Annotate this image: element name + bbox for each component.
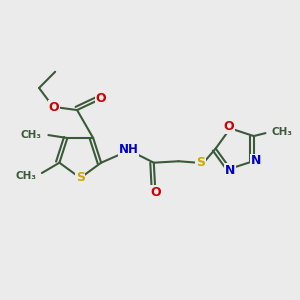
Text: CH₃: CH₃ (15, 171, 36, 181)
Text: NH: NH (119, 143, 139, 156)
Text: CH₃: CH₃ (271, 127, 292, 137)
Text: S: S (196, 156, 205, 169)
Text: O: O (48, 100, 59, 114)
Text: O: O (224, 120, 234, 134)
Text: O: O (95, 92, 106, 105)
Text: CH₃: CH₃ (20, 130, 41, 140)
Text: N: N (225, 164, 236, 177)
Text: O: O (150, 186, 160, 199)
Text: N: N (251, 154, 261, 167)
Text: S: S (76, 172, 85, 184)
